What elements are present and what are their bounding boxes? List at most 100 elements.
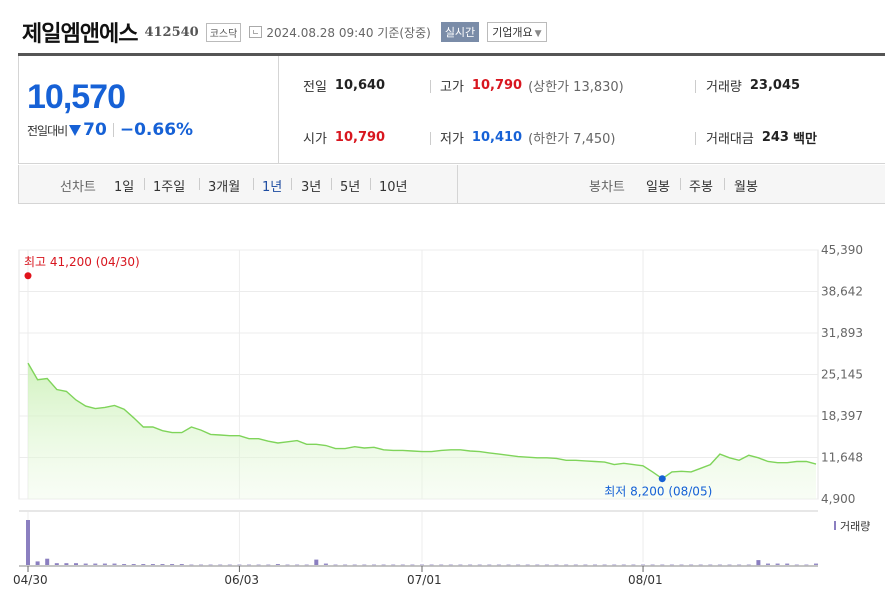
volume-bar [564,564,569,566]
tab-1w[interactable]: 1주일 [153,180,186,195]
volume-bar [381,564,386,566]
volume-bar [804,564,809,566]
change-label: 전일대비 [27,123,68,138]
volume-bar [468,564,473,566]
volume-bar [102,563,107,565]
volume-bar [516,564,521,566]
company-overview-dropdown[interactable]: 기업개요 ▼ [487,22,547,42]
high-annotation: 최고 41,200 (04/30) [24,255,140,269]
tab-3y[interactable]: 3년 [301,180,322,195]
volume-bar [717,564,722,566]
volume-bar [189,564,194,566]
volume-bar [650,564,655,566]
change-separator [112,123,114,137]
stat-label: 시가 [303,132,327,147]
line-chart-label: 선차트 [60,180,96,195]
volume-bar [525,564,530,566]
dropdown-caret-icon: ▼ [534,29,542,39]
tab-weekly[interactable]: 주봉 [689,180,713,195]
stat-value: 23,045 [749,78,801,93]
stat-low: 저가 10,410 (하한가 7,450) [440,128,615,147]
realtime-button[interactable]: 실시간 [440,22,480,42]
tab-5y[interactable]: 5년 [340,180,361,195]
volume-bar [641,564,645,566]
stat-value: 10,790 [471,78,523,93]
upper-limit: (상한가 13,830) [528,80,624,95]
stat-value: 10,790 [334,130,386,145]
volume-bar [54,563,59,565]
stat-unit: 백만 [792,132,817,147]
quote-time: 2024.08.28 09:40 [266,25,374,40]
stock-code: 412540 [144,24,199,40]
stat-open: 시가 10,790 [303,128,385,147]
volume-bar [93,563,98,565]
tab-3m[interactable]: 3개월 [208,180,241,195]
tab-1d[interactable]: 1일 [114,180,135,195]
volume-bar [314,559,319,565]
tab-separator [331,178,332,190]
change-value: 70 [83,120,107,140]
tab-daily[interactable]: 일봉 [646,180,670,195]
tab-separator [291,178,292,190]
y-tick-label: 31,893 [821,326,863,340]
volume-bar [285,564,290,566]
stat-separator [695,80,696,93]
volume-bar [794,564,799,566]
volume-bar [295,564,300,566]
volume-bar [593,564,597,566]
volume-bar [266,564,271,566]
volume-bar [141,564,146,565]
tab-10y[interactable]: 10년 [379,180,408,195]
volume-bar [131,564,136,565]
volume-bar [766,563,770,565]
volume-bar [64,563,69,565]
x-tick-label: 08/01 [628,573,663,587]
candle-chart-label: 봉차트 [589,180,625,195]
tab-separator [724,178,725,190]
stat-value: 10,640 [334,78,386,93]
volume-legend-swatch [834,521,836,530]
volume-bar [544,564,549,566]
volume-bar [160,564,165,565]
volume-bar [26,520,30,565]
current-price: 10,570 [27,78,126,116]
tab-separator [680,178,681,190]
company-overview-label: 기업개요 [492,26,533,39]
high-marker [24,272,32,280]
volume-legend: 거래량 [840,520,870,533]
volume-bar [602,564,607,566]
volume-bar [535,564,540,566]
volume-bar [458,564,463,566]
volume-bar [439,564,444,566]
volume-bar [199,564,203,566]
stat-separator [430,132,431,145]
volume-bar [45,558,50,565]
volume-bar [237,564,242,566]
x-tick-label: 04/30 [13,573,48,587]
volume-bar [420,564,424,566]
volume-bar [227,564,232,566]
volume-bar [343,564,348,566]
chart-tab-bar: 선차트 1일 1주일 3개월 1년 3년 5년 10년 봉차트 일봉 주봉 월봉 [18,165,885,204]
clock-icon [249,26,263,38]
x-tick-label: 07/01 [407,573,442,587]
volume-bar [583,564,588,566]
tab-monthly[interactable]: 월봉 [734,180,758,195]
volume-bar [737,564,742,566]
lower-limit: (하한가 7,450) [528,132,616,147]
volume-bar [112,563,117,565]
tab-1y[interactable]: 1년 [262,180,283,195]
volume-bar [669,564,674,566]
volume-bar [689,564,694,566]
volume-bar [573,564,578,566]
volume-bar [179,564,184,565]
volume-bar [814,563,818,565]
price-change-row: 전일대비 70 −0.66% [27,120,193,140]
volume-bar [83,563,88,565]
volume-bar [35,561,40,565]
volume-bar [122,564,127,565]
volume-bar [170,564,175,565]
price-chart: 45,390 38,642 31,893 25,145 18,397 11,648 4,90… [13,243,870,587]
title-divider [18,53,885,56]
low-annotation: 최저 8,200 (08/05) [604,485,712,499]
